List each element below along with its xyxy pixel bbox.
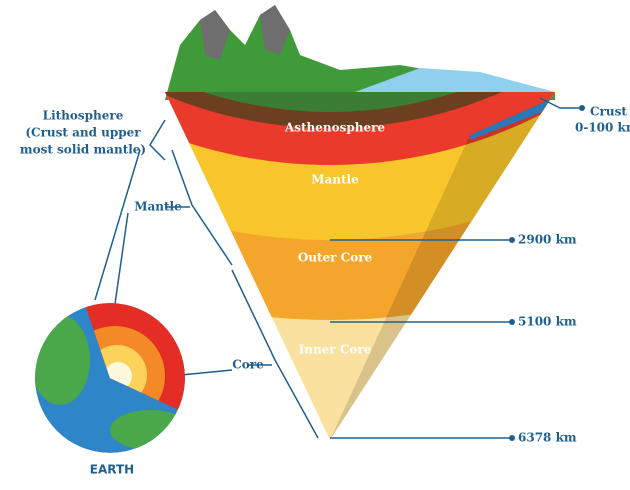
layer-label: Outer Core [298, 251, 373, 265]
depth-label: 5100 km [518, 315, 577, 329]
label: EARTH [90, 463, 134, 477]
label: most solid mantle) [20, 143, 146, 157]
depth-leaders [330, 97, 585, 441]
layer-label: Inner Core [299, 343, 372, 357]
depth-label: 0-100 km [575, 121, 630, 135]
label: Lithosphere [43, 109, 124, 123]
depth-label: 2900 km [518, 233, 577, 247]
depth-label: 6378 km [518, 431, 577, 445]
label: Core [232, 358, 264, 372]
label: Mantle [134, 200, 182, 214]
globe [35, 303, 185, 453]
label: (Crust and upper [25, 126, 141, 140]
layer-label: Asthenosphere [284, 121, 386, 135]
layer-label: Mantle [311, 173, 359, 187]
depth-label: Crust [590, 105, 627, 119]
